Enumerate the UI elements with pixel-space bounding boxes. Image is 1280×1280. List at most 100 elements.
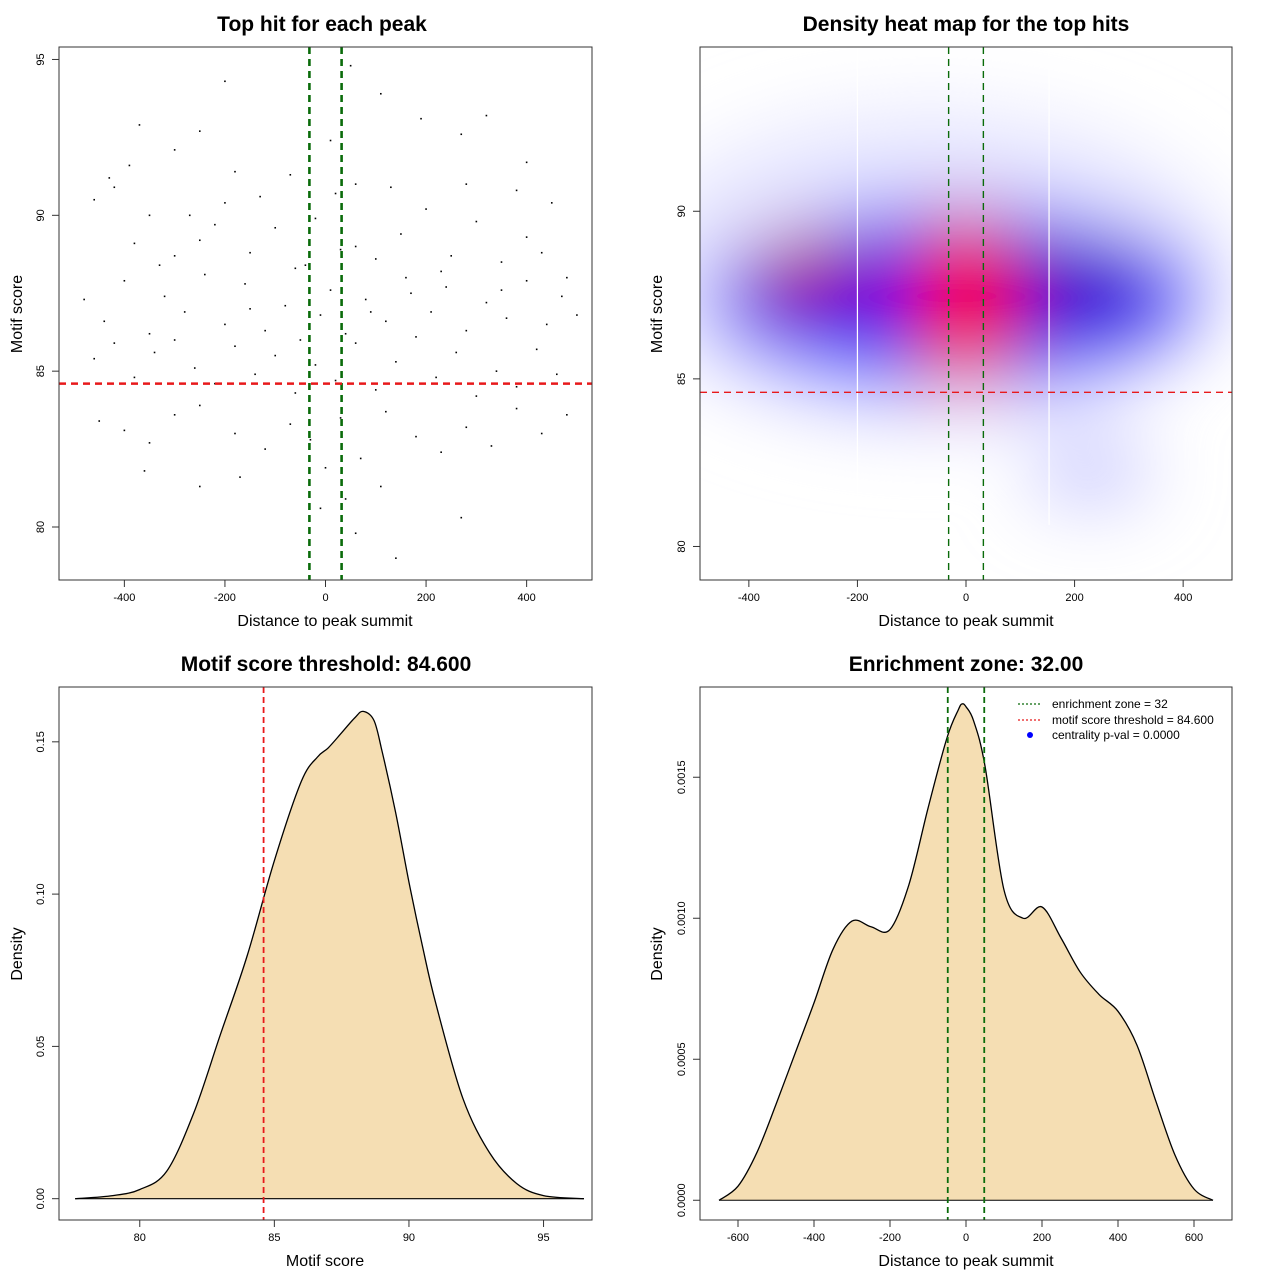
scatter-point bbox=[535, 348, 538, 351]
scatter-point bbox=[234, 345, 236, 348]
scatter-axes: -400 -200 0 200 400 80 85 90 95 bbox=[35, 53, 536, 604]
scatter-point bbox=[545, 323, 548, 326]
legend-centrality-label: centrality p-val = 0.0000 bbox=[1052, 728, 1180, 742]
scatter-point bbox=[525, 279, 528, 282]
scatter-y-label: Motif score bbox=[9, 275, 26, 353]
scatter-point bbox=[525, 236, 528, 238]
score-density-x-tick-label: 90 bbox=[403, 1232, 415, 1244]
scatter-point bbox=[294, 392, 297, 394]
scatter-point bbox=[465, 426, 468, 429]
scatter-title: Top hit for each peak bbox=[217, 13, 427, 36]
distance-density-x-label: Distance to peak summit bbox=[878, 1253, 1054, 1270]
heatmap-left-peak bbox=[750, 243, 870, 307]
scatter-point bbox=[420, 117, 422, 120]
scatter-point bbox=[515, 189, 518, 192]
distance-density-density-fill bbox=[719, 703, 1213, 1201]
scatter-point bbox=[540, 251, 543, 254]
scatter-point bbox=[495, 370, 498, 372]
scatter-point bbox=[349, 64, 352, 67]
score-density-x-tick-label: 95 bbox=[537, 1232, 549, 1244]
scatter-point bbox=[561, 295, 563, 298]
scatter-point bbox=[505, 317, 508, 319]
scatter-point bbox=[566, 276, 568, 279]
scatter-point bbox=[173, 149, 176, 151]
scatter-x-label: Distance to peak summit bbox=[237, 613, 413, 630]
scatter-point bbox=[369, 311, 372, 313]
scatter-point bbox=[339, 417, 342, 419]
distance-density-density-curve bbox=[718, 703, 1214, 1201]
scatter-point bbox=[138, 124, 141, 126]
scatter-point bbox=[123, 279, 126, 282]
scatter-point bbox=[249, 251, 251, 254]
scatter-point bbox=[385, 410, 387, 413]
scatter-point bbox=[148, 214, 151, 217]
scatter-point bbox=[354, 342, 357, 344]
scatter-point bbox=[576, 314, 578, 316]
scatter-point bbox=[133, 242, 136, 245]
legend-centrality-swatch bbox=[1027, 732, 1033, 738]
scatter-point bbox=[153, 351, 156, 354]
distance-density-axes: -600 -400 -200 0 200 400 600 0.0000 0.0005 0.0010… bbox=[676, 760, 1203, 1244]
scatter-point bbox=[173, 255, 176, 257]
scatter-point bbox=[395, 557, 397, 559]
distance-density-marks bbox=[718, 687, 1214, 1220]
scatter-point bbox=[465, 183, 468, 185]
scatter-point bbox=[143, 470, 146, 472]
scatter-point bbox=[475, 220, 478, 223]
panel-scatter: Top hit for each peak -400 -200 0 200 400 80 8… bbox=[9, 13, 593, 630]
scatter-point bbox=[173, 339, 176, 341]
scatter-point bbox=[329, 139, 332, 142]
score-density-x-label: Motif score bbox=[286, 1253, 364, 1270]
scatter-point bbox=[440, 451, 442, 454]
distance-density-x-tick-label: -600 bbox=[727, 1232, 749, 1244]
panel-heatmap: Density heat map for the top hits -400 -2… bbox=[649, 13, 1233, 630]
scatter-point bbox=[274, 226, 277, 229]
scatter-point bbox=[123, 429, 126, 432]
distance-density-x-tick-label: -400 bbox=[803, 1232, 825, 1244]
heatmap-y-label: Motif score bbox=[649, 275, 666, 353]
score-density-density-fill bbox=[75, 711, 584, 1199]
scatter-point bbox=[354, 183, 357, 185]
scatter-x-tick-label: 200 bbox=[417, 592, 435, 604]
scatter-point bbox=[294, 267, 297, 270]
score-density-y-tick-label: 0.15 bbox=[35, 731, 47, 752]
scatter-point bbox=[214, 382, 216, 385]
distance-density-y-tick-label: 0.0005 bbox=[676, 1042, 688, 1076]
scatter-point bbox=[445, 286, 447, 288]
heatmap-x-tick-label: 400 bbox=[1174, 592, 1192, 604]
distance-density-x-tick-label: 400 bbox=[1109, 1232, 1127, 1244]
distance-density-y-tick-label: 0.0015 bbox=[676, 760, 688, 794]
score-density-marks bbox=[75, 687, 584, 1220]
score-density-x-tick-label: 80 bbox=[134, 1232, 146, 1244]
scatter-point bbox=[163, 295, 166, 298]
scatter-point bbox=[249, 308, 251, 310]
scatter-point bbox=[83, 298, 85, 301]
scatter-point bbox=[299, 339, 302, 341]
distance-density-y-tick-label: 0.0010 bbox=[676, 901, 688, 935]
scatter-point bbox=[128, 164, 131, 167]
scatter-point bbox=[158, 264, 161, 266]
score-density-density-curve bbox=[75, 710, 584, 1200]
scatter-point bbox=[540, 432, 543, 435]
scatter-point bbox=[289, 423, 292, 425]
scatter-y-tick-label: 90 bbox=[35, 209, 47, 221]
panel-distance-density: Enrichment zone: 32.00 -600 -400 -200 0 200 4… bbox=[649, 653, 1233, 1270]
scatter-point bbox=[173, 414, 176, 416]
scatter-point bbox=[284, 304, 287, 307]
panel-score-density: Motif score threshold: 84.600 80 85 90 95 0.… bbox=[9, 653, 593, 1270]
scatter-point bbox=[198, 404, 201, 407]
scatter-point bbox=[334, 379, 337, 382]
scatter-point bbox=[556, 373, 558, 376]
scatter-point bbox=[485, 114, 488, 117]
scatter-point bbox=[198, 130, 201, 132]
scatter-point bbox=[475, 395, 478, 397]
scatter-point bbox=[274, 354, 277, 357]
scatter-point bbox=[550, 202, 553, 204]
distance-density-x-tick-label: 200 bbox=[1033, 1232, 1051, 1244]
scatter-point bbox=[93, 357, 95, 360]
scatter-point bbox=[188, 214, 191, 217]
scatter-point bbox=[374, 258, 377, 260]
scatter-point bbox=[113, 342, 116, 344]
scatter-point bbox=[435, 376, 437, 379]
scatter-point bbox=[113, 186, 116, 189]
